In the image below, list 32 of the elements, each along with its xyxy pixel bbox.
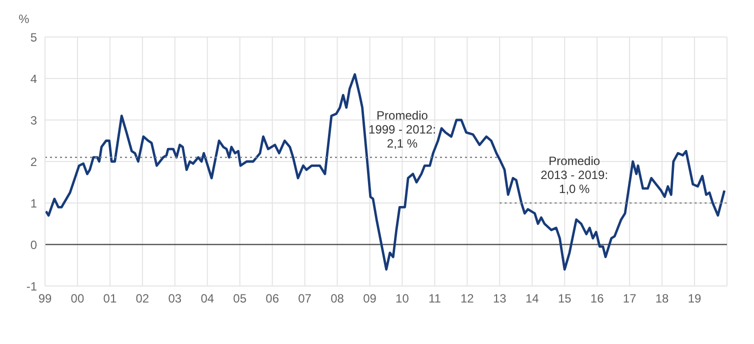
x-tick-label: 10: [396, 292, 410, 306]
x-tick-label: 11: [428, 292, 442, 306]
x-tick-label: 02: [136, 292, 150, 306]
x-tick-label: 04: [200, 292, 214, 306]
y-tick-label: 1: [30, 196, 38, 210]
y-tick-label: -1: [26, 279, 38, 294]
y-tick-label: 5: [30, 30, 38, 44]
x-tick-label: 03: [168, 292, 182, 306]
y-tick-label: 3: [30, 113, 38, 128]
x-tick-label: 19: [688, 292, 702, 306]
x-tick-label: 00: [70, 292, 84, 306]
x-tick-label: 08: [330, 292, 344, 306]
x-tick-label: 05: [233, 292, 247, 306]
x-tick-label: 14: [525, 292, 540, 306]
x-tick-label: 09: [363, 292, 377, 306]
x-tick-label: 07: [298, 292, 312, 306]
y-axis-title: %: [18, 12, 30, 26]
x-tick-label: 12: [460, 292, 474, 306]
x-tick-label: 06: [266, 292, 280, 306]
y-tick-label: 2: [30, 154, 38, 169]
annotation: Promedio 1999 - 2012: 2,1 %: [368, 108, 436, 150]
x-tick-label: 99: [38, 292, 52, 306]
x-tick-label: 17: [622, 292, 637, 306]
y-tick-label: 4: [30, 72, 38, 86]
annotation: Promedio 2013 - 2019: 1,0 %: [540, 154, 608, 196]
x-tick-label: 01: [103, 292, 117, 306]
x-tick-label: 16: [590, 292, 604, 306]
y-tick-label: 0: [30, 238, 38, 252]
x-tick-label: 15: [558, 292, 572, 306]
line-series: [45, 73, 726, 271]
x-tick-label: 18: [655, 292, 670, 306]
x-tick-label: 13: [492, 292, 507, 306]
